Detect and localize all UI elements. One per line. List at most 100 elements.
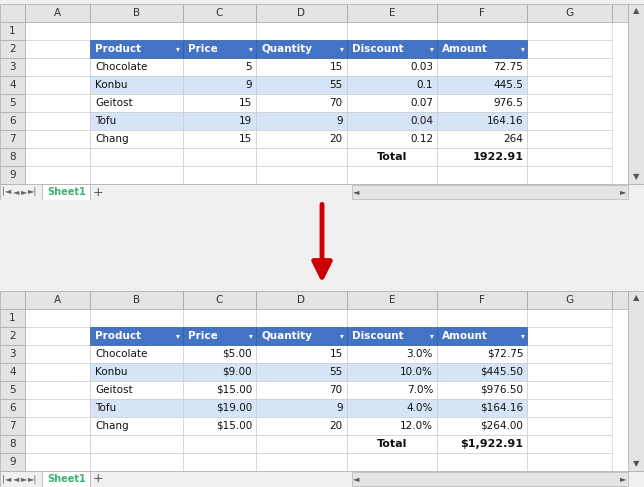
Bar [527, 4, 612, 22]
Bar [437, 363, 527, 381]
Text: Konbu: Konbu [95, 80, 128, 90]
Bar [256, 40, 346, 58]
Text: ▲: ▲ [632, 6, 639, 16]
Bar [183, 166, 256, 184]
Text: $72.75: $72.75 [487, 349, 524, 359]
Text: ▾: ▾ [340, 44, 344, 54]
Bar [25, 130, 90, 148]
Text: Quantity: Quantity [261, 44, 312, 54]
Bar [43, 471, 90, 487]
Bar [0, 40, 25, 58]
Bar [256, 435, 346, 453]
Text: ◄: ◄ [13, 474, 19, 484]
Text: B: B [133, 295, 140, 305]
Bar [527, 399, 612, 417]
Text: ▾: ▾ [430, 44, 434, 54]
Bar [346, 381, 437, 399]
Bar [256, 148, 346, 166]
Bar [90, 363, 183, 381]
Bar [437, 345, 527, 363]
Bar [183, 40, 256, 58]
Text: 3: 3 [9, 62, 16, 72]
Bar [256, 345, 346, 363]
Bar [346, 40, 437, 58]
Bar [90, 94, 183, 112]
Text: 7: 7 [9, 134, 16, 144]
Text: 2: 2 [9, 44, 16, 54]
Bar [437, 130, 527, 148]
Bar [346, 399, 437, 417]
Bar [256, 417, 346, 435]
Text: 1: 1 [9, 26, 16, 36]
Bar [183, 148, 256, 166]
Bar [437, 58, 527, 76]
Bar [612, 4, 628, 22]
Bar [527, 381, 612, 399]
Bar [0, 112, 25, 130]
Bar [183, 148, 256, 166]
Bar [256, 435, 346, 453]
Bar [437, 309, 527, 327]
Bar [256, 76, 346, 94]
Text: Price: Price [188, 44, 218, 54]
Bar [183, 417, 256, 435]
Bar [90, 76, 183, 94]
Text: Sheet1: Sheet1 [47, 187, 86, 197]
Text: $1,922.91: $1,922.91 [460, 439, 524, 449]
Bar [346, 453, 437, 471]
Text: C: C [216, 295, 223, 305]
Bar [256, 363, 346, 381]
Text: Total: Total [377, 439, 407, 449]
Text: 3: 3 [9, 349, 16, 359]
Bar [346, 58, 437, 76]
Text: $19.00: $19.00 [216, 403, 252, 413]
Text: ▲: ▲ [632, 294, 639, 302]
Bar [90, 381, 183, 399]
Bar [183, 291, 256, 309]
Bar [527, 435, 612, 453]
Bar [0, 76, 25, 94]
Text: +: + [92, 186, 103, 199]
Text: Chocolate: Chocolate [95, 62, 148, 72]
Text: 0.12: 0.12 [410, 134, 433, 144]
Text: Product: Product [95, 331, 142, 341]
Bar [437, 435, 527, 453]
Bar [183, 94, 256, 112]
Bar [25, 309, 90, 327]
Bar [527, 309, 612, 327]
Text: Chocolate: Chocolate [95, 349, 148, 359]
Bar [90, 112, 183, 130]
Bar [0, 345, 25, 363]
Text: ◄: ◄ [354, 474, 360, 484]
Text: 15: 15 [239, 134, 252, 144]
Bar [437, 381, 527, 399]
Bar [437, 40, 527, 58]
Bar [90, 363, 183, 381]
Bar [346, 435, 437, 453]
Bar [183, 435, 256, 453]
Bar [90, 94, 183, 112]
Bar [527, 76, 612, 94]
Bar [90, 112, 183, 130]
Bar [183, 130, 256, 148]
Bar [346, 327, 437, 345]
Bar [25, 76, 90, 94]
Bar [527, 166, 612, 184]
Bar [90, 399, 183, 417]
Bar [256, 291, 346, 309]
Bar [256, 453, 346, 471]
Bar [346, 148, 437, 166]
Bar [183, 327, 256, 345]
Bar [527, 40, 612, 58]
Bar [0, 166, 25, 184]
Bar [346, 327, 437, 345]
Bar [90, 4, 183, 22]
Text: 70: 70 [330, 98, 343, 108]
Bar [183, 417, 256, 435]
Text: 9: 9 [9, 170, 16, 180]
Bar [256, 112, 346, 130]
Bar [0, 4, 628, 22]
Text: Total: Total [377, 152, 407, 162]
Bar [437, 363, 527, 381]
Bar [256, 112, 346, 130]
